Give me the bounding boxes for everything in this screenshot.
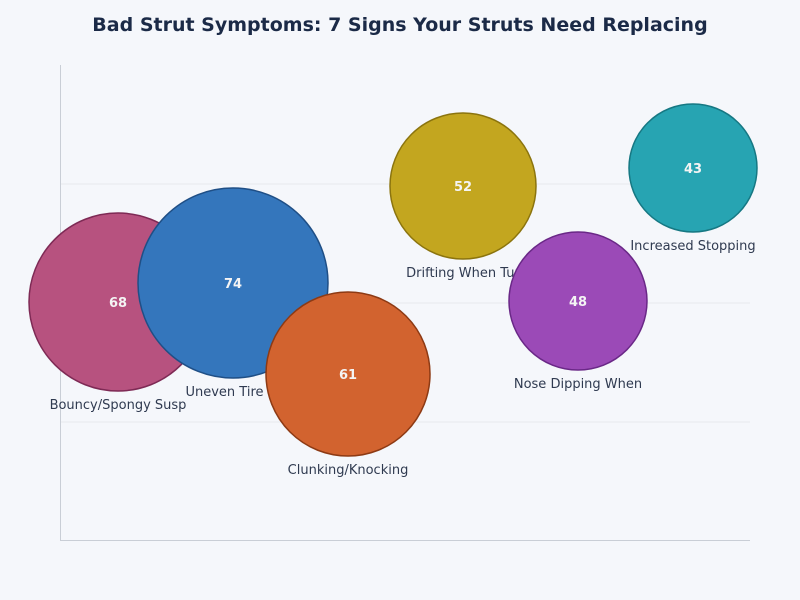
- bubble-label: Bouncy/Spongy Susp: [50, 398, 187, 413]
- bubble[interactable]: 48: [508, 231, 648, 371]
- bubble-label: Nose Dipping When: [514, 377, 642, 392]
- bubble[interactable]: 52: [389, 112, 537, 260]
- bubble-label: Drifting When Tur: [406, 266, 520, 281]
- bubble-circle[interactable]: [508, 231, 648, 371]
- bubble-value: 74: [224, 277, 242, 292]
- bubble-value: 43: [684, 162, 702, 177]
- bubble-value: 68: [109, 296, 127, 311]
- bubble-circle[interactable]: [265, 291, 431, 457]
- bubble[interactable]: 61: [265, 291, 431, 457]
- bubble-value: 48: [569, 295, 587, 310]
- bubble[interactable]: 43: [628, 103, 758, 233]
- bubble-label: Uneven Tire W: [185, 385, 280, 400]
- bubble-value: 52: [454, 180, 472, 195]
- bubble-label: Increased Stopping: [630, 239, 755, 254]
- bubbles: 68 Bouncy/Spongy Susp 74 Uneven Tire W 61 Clu…: [28, 103, 758, 478]
- bubble-circle[interactable]: [389, 112, 537, 260]
- bubble-label: Clunking/Knocking: [288, 463, 409, 478]
- chart-title: Bad Strut Symptoms: 7 Signs Your Struts …: [92, 14, 708, 36]
- bubble-value: 61: [339, 368, 357, 383]
- bubble-circle[interactable]: [628, 103, 758, 233]
